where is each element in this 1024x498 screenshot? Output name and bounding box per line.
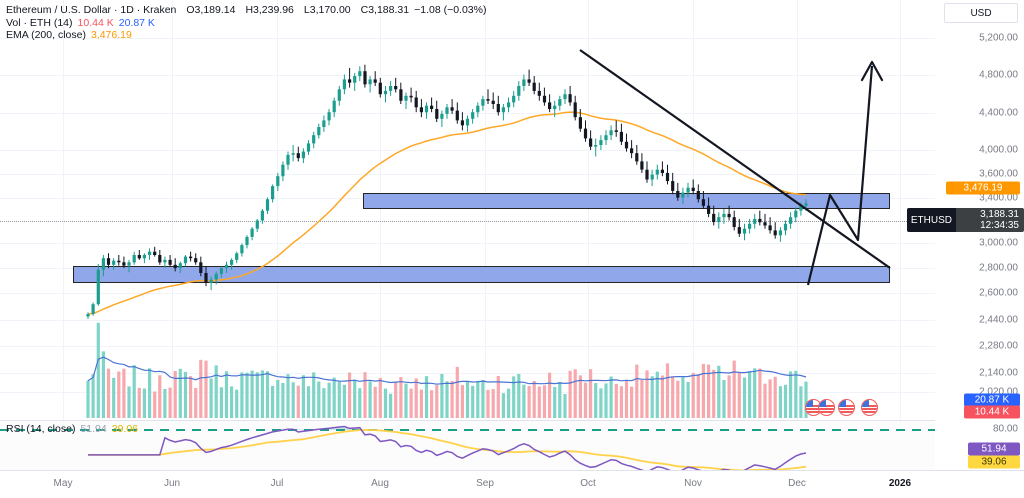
rsi-legend[interactable]: RSI (14, close) 51.94 39.06 [6,423,138,435]
price-tick-label: 2,020.00 [979,386,1018,398]
ema-value: 3,476.19 [90,29,132,41]
price-tick-label: 3,600.00 [979,168,1018,180]
price-axis[interactable]: 5,200.00 4,800.00 4,400.00 4,000.00 3,600.00… [935,0,1024,470]
bullish-projection-arrowhead[interactable] [860,60,884,82]
ema-200-line [87,111,807,315]
volume-buy-value: 20.87 K [118,16,155,29]
price-tick-label: 4,400.00 [979,107,1018,119]
symbol-title: Ethereum / U.S. Dollar · 1D · Kraken [6,4,177,16]
currency-button[interactable]: USD [944,3,1018,23]
current-price-line [0,221,935,222]
us-flag-event-icon[interactable] [861,399,878,416]
price-tick-label: 4,800.00 [979,69,1018,81]
ema-indicator-title: EMA (200, close) [6,29,86,41]
descending-trendline[interactable] [579,49,891,269]
time-tick-label: Sep [476,478,494,489]
projection-zigzag[interactable] [806,65,874,286]
price-tick-label: 2,440.00 [979,314,1018,326]
time-tick-label: Aug [371,478,389,489]
current-price-value: 3,188.31 12:34:35 [956,208,1024,232]
price-tick-label: 2,280.00 [979,340,1018,352]
current-symbol-label: ETHUSD [906,208,956,232]
rsi-pane-background [0,421,935,470]
time-tick-label: Oct [580,478,596,489]
volume-buy-tag[interactable]: 20.87 K [964,393,1020,407]
time-tick-label: Jul [270,478,284,489]
upper-supply-zone[interactable] [363,193,890,209]
price-tick-label: 80.00 [992,423,1018,435]
volume-ma-line [87,356,807,385]
time-tick-label: Nov [684,478,702,489]
rsi-ma-tag[interactable]: 39.06 [968,455,1020,469]
legend-ema-row[interactable]: EMA (200, close) 3,476.19 [6,29,486,42]
price-tick-label: 3,000.00 [979,237,1018,249]
current-price-countdown: 12:34:35 [980,220,1019,231]
ohlc-high: H3,239.96 [245,4,294,16]
rsi-value-tag[interactable]: 51.94 [968,442,1020,456]
current-price-number: 3,188.31 [980,209,1019,220]
volume-series [86,322,808,418]
ohlc-open: O3,189.14 [186,4,236,16]
price-tick-label: 4,000.00 [979,144,1018,156]
volume-sell-tag[interactable]: 10.44 K [964,405,1020,419]
drawing-tools[interactable] [579,49,891,286]
price-tick-label: 2,600.00 [979,287,1018,299]
ohlc-close: C3,188.31 [360,4,410,16]
legend-volume-row[interactable]: Vol · ETH (14) 10.44 K 20.87 K [6,17,486,30]
legend-symbol-row[interactable]: Ethereum / U.S. Dollar · 1D · Kraken O3,1… [6,4,486,17]
time-tick-label: Jun [163,478,181,489]
ema-price-tag[interactable]: 3,476.19 [946,181,1020,195]
time-tick-label: May [53,478,73,489]
ohlc-low: L3,170.00 [303,4,351,16]
us-flag-event-icon[interactable] [818,399,835,416]
ohlc-change: −1.08 (−0.03%) [414,4,487,16]
rsi-ma-value: 39.06 [111,423,139,435]
volume-sell-value: 10.44 K [77,16,114,29]
time-tick-label: 2026 [888,478,912,489]
price-tick-label: 2,140.00 [979,367,1018,379]
lower-demand-zone[interactable] [73,266,890,283]
rsi-value: 51.94 [80,423,107,435]
rsi-title: RSI (14, close) [6,423,76,435]
time-axis[interactable]: May Jun Jul Aug Sep Oct Nov Dec 2026 [0,470,1024,498]
current-price-tag[interactable]: ETHUSD 3,188.31 12:34:35 [906,208,1024,232]
time-tick-label: Dec [788,478,806,489]
price-tick-label: 2,800.00 [979,262,1018,274]
us-flag-event-icon[interactable] [838,399,855,416]
price-tick-label: 5,200.00 [979,32,1018,44]
chart-legend: Ethereum / U.S. Dollar · 1D · Kraken O3,1… [6,4,486,42]
pane-separator-rsi[interactable] [0,420,935,421]
volume-indicator-title: Vol · ETH (14) [6,16,73,29]
price-tick-label: 3,400.00 [979,192,1018,204]
